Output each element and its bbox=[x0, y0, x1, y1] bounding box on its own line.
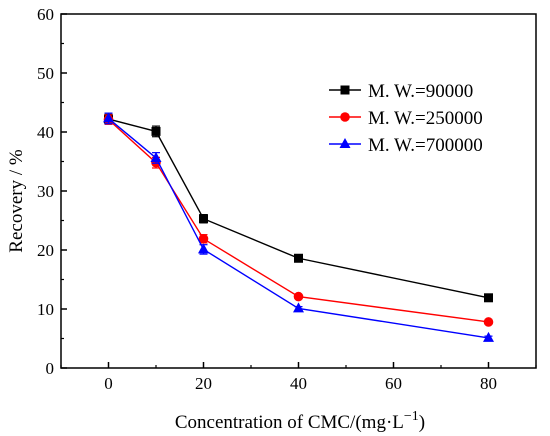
y-tick-label: 60 bbox=[37, 5, 54, 24]
legend-box bbox=[322, 70, 512, 155]
data-point bbox=[483, 317, 494, 327]
data-point bbox=[198, 243, 209, 254]
series-3 bbox=[103, 112, 494, 342]
data-point bbox=[150, 151, 162, 162]
legend-label: M. W.=700000 bbox=[368, 135, 483, 156]
y-axis-title: Recovery / % bbox=[6, 149, 27, 253]
data-point bbox=[294, 253, 303, 263]
axes: 0 10 20 30 40 50 60 0 20 40 60 80 bbox=[37, 5, 537, 393]
data-point bbox=[293, 291, 304, 302]
x-axis-title: Concentration of CMC/(mg·L−1) bbox=[175, 409, 425, 433]
legend: M. W.=90000 M. W.=250000 M. W.=700000 bbox=[322, 70, 512, 156]
data-point bbox=[199, 214, 208, 224]
x-tick-label: 40 bbox=[290, 374, 307, 393]
legend-entry-1: M. W.=90000 bbox=[329, 81, 473, 102]
data-point bbox=[484, 293, 493, 303]
plot-area bbox=[103, 112, 494, 342]
x-axis-title-suffix: ) bbox=[419, 412, 425, 433]
legend-marker bbox=[340, 85, 350, 95]
legend-marker bbox=[340, 112, 350, 122]
y-tick-label: 0 bbox=[46, 359, 55, 378]
x-axis-title-main: Concentration of CMC/(mg·L bbox=[175, 412, 404, 433]
data-point bbox=[151, 126, 161, 136]
data-point bbox=[103, 112, 114, 123]
x-tick-label: 80 bbox=[480, 374, 497, 393]
legend-label: M. W.=250000 bbox=[368, 108, 483, 129]
x-tick-label: 0 bbox=[104, 374, 113, 393]
x-tick-label: 60 bbox=[385, 374, 402, 393]
y-tick-label: 20 bbox=[37, 241, 54, 260]
legend-entry-3: M. W.=700000 bbox=[329, 135, 483, 156]
y-tick-label: 10 bbox=[37, 300, 54, 319]
legend-entry-2: M. W.=250000 bbox=[329, 108, 483, 129]
x-axis-title-exponent: −1 bbox=[404, 409, 419, 424]
plot-frame bbox=[60, 13, 537, 369]
y-tick-label: 30 bbox=[37, 182, 54, 201]
legend-label: M. W.=90000 bbox=[368, 81, 473, 102]
data-point bbox=[293, 302, 304, 313]
y-tick-label: 50 bbox=[37, 64, 54, 83]
legend-marker bbox=[339, 138, 351, 148]
data-point bbox=[483, 331, 494, 342]
y-tick-label: 40 bbox=[37, 123, 54, 142]
x-tick-label: 20 bbox=[195, 374, 212, 393]
data-point bbox=[198, 233, 209, 244]
